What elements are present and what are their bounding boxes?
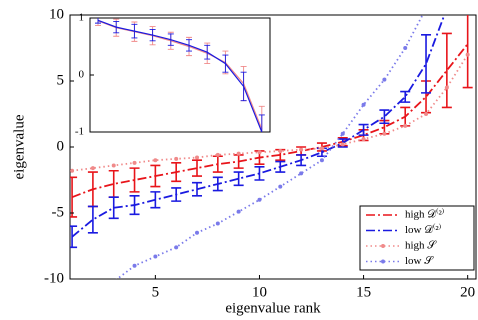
y-axis-label: eigenvalue xyxy=(11,114,27,179)
point xyxy=(111,163,116,168)
y-tick-label: -5 xyxy=(52,204,65,220)
y-tick-label: -10 xyxy=(44,270,64,286)
x-tick-label: 10 xyxy=(252,284,267,300)
point xyxy=(153,158,158,163)
error-bar xyxy=(258,114,265,132)
point xyxy=(257,150,262,155)
error-bar xyxy=(222,54,229,73)
error-bar xyxy=(400,90,411,103)
point xyxy=(195,155,200,160)
point xyxy=(382,131,387,136)
point xyxy=(236,151,241,156)
error-bar xyxy=(358,123,369,136)
x-tick-label: 15 xyxy=(356,284,371,300)
error-bar xyxy=(275,160,286,173)
point xyxy=(278,184,283,189)
error-bar xyxy=(87,205,98,234)
error-bar xyxy=(70,176,78,218)
point xyxy=(299,147,304,152)
point xyxy=(153,254,158,259)
point xyxy=(257,197,262,202)
error-bar xyxy=(113,20,120,34)
error-bar xyxy=(171,187,182,202)
legend-label: low 𝒟⁽²⁾ xyxy=(405,222,441,236)
error-bar xyxy=(150,164,161,188)
error-bar xyxy=(204,44,211,60)
error-bar xyxy=(150,191,161,209)
error-bar xyxy=(186,39,193,52)
x-tick-label: 5 xyxy=(152,284,160,300)
point xyxy=(424,6,428,10)
y-tick-label: 10 xyxy=(49,6,64,22)
point xyxy=(70,168,75,173)
inset-area xyxy=(89,17,271,133)
point xyxy=(278,148,283,153)
series-line xyxy=(71,54,469,172)
point xyxy=(299,171,304,176)
error-bar xyxy=(149,28,156,42)
x-tick-label: 20 xyxy=(460,284,475,300)
point xyxy=(215,152,220,157)
legend-label: high 𝒮 xyxy=(405,240,437,252)
y-tick-label: -1 xyxy=(75,126,84,138)
error-bar xyxy=(129,195,140,216)
legend xyxy=(359,205,475,271)
error-bar xyxy=(95,18,102,24)
error-bar xyxy=(108,196,119,220)
error-bar xyxy=(131,23,138,39)
point xyxy=(361,102,366,107)
error-bar xyxy=(212,176,223,192)
error-bar xyxy=(70,225,78,249)
error-bar xyxy=(441,32,452,109)
error-bar xyxy=(379,109,390,125)
series-line xyxy=(115,15,424,279)
error-bar xyxy=(254,166,265,181)
point xyxy=(319,158,324,163)
point xyxy=(174,245,179,250)
error-bar xyxy=(462,15,473,89)
point xyxy=(319,146,324,151)
point xyxy=(382,77,387,82)
error-bar xyxy=(233,171,244,187)
x-axis-label: eigenvalue rank xyxy=(225,300,321,316)
point xyxy=(444,85,449,90)
point xyxy=(215,221,220,226)
legend-marker xyxy=(381,244,385,248)
series-line xyxy=(71,43,469,199)
point xyxy=(112,280,116,284)
point xyxy=(132,160,137,165)
y-tick-label: 5 xyxy=(57,72,65,88)
point xyxy=(340,131,345,136)
error-bar xyxy=(192,159,203,177)
y-tick-label: 1 xyxy=(79,12,85,24)
point xyxy=(132,263,137,268)
point xyxy=(403,46,408,50)
y-tick-label: 0 xyxy=(79,69,85,81)
legend-marker xyxy=(381,259,385,264)
error-bar xyxy=(129,167,140,193)
error-bar xyxy=(192,181,203,197)
error-bar xyxy=(240,71,247,102)
error-bar xyxy=(296,154,307,167)
point xyxy=(90,166,95,171)
point xyxy=(465,52,470,57)
point xyxy=(361,137,366,142)
point xyxy=(236,209,241,214)
point xyxy=(195,230,200,235)
legend-label: low 𝒮 xyxy=(405,255,434,267)
error-bar xyxy=(421,34,432,94)
series-line xyxy=(97,19,263,132)
point xyxy=(403,123,408,128)
point xyxy=(340,142,345,147)
point xyxy=(91,303,95,307)
legend-label: high 𝒟⁽²⁾ xyxy=(405,207,444,221)
y-tick-label: 0 xyxy=(57,138,65,154)
error-bar xyxy=(171,162,182,183)
error-bar xyxy=(167,33,174,46)
point xyxy=(424,112,429,116)
point xyxy=(174,156,179,161)
